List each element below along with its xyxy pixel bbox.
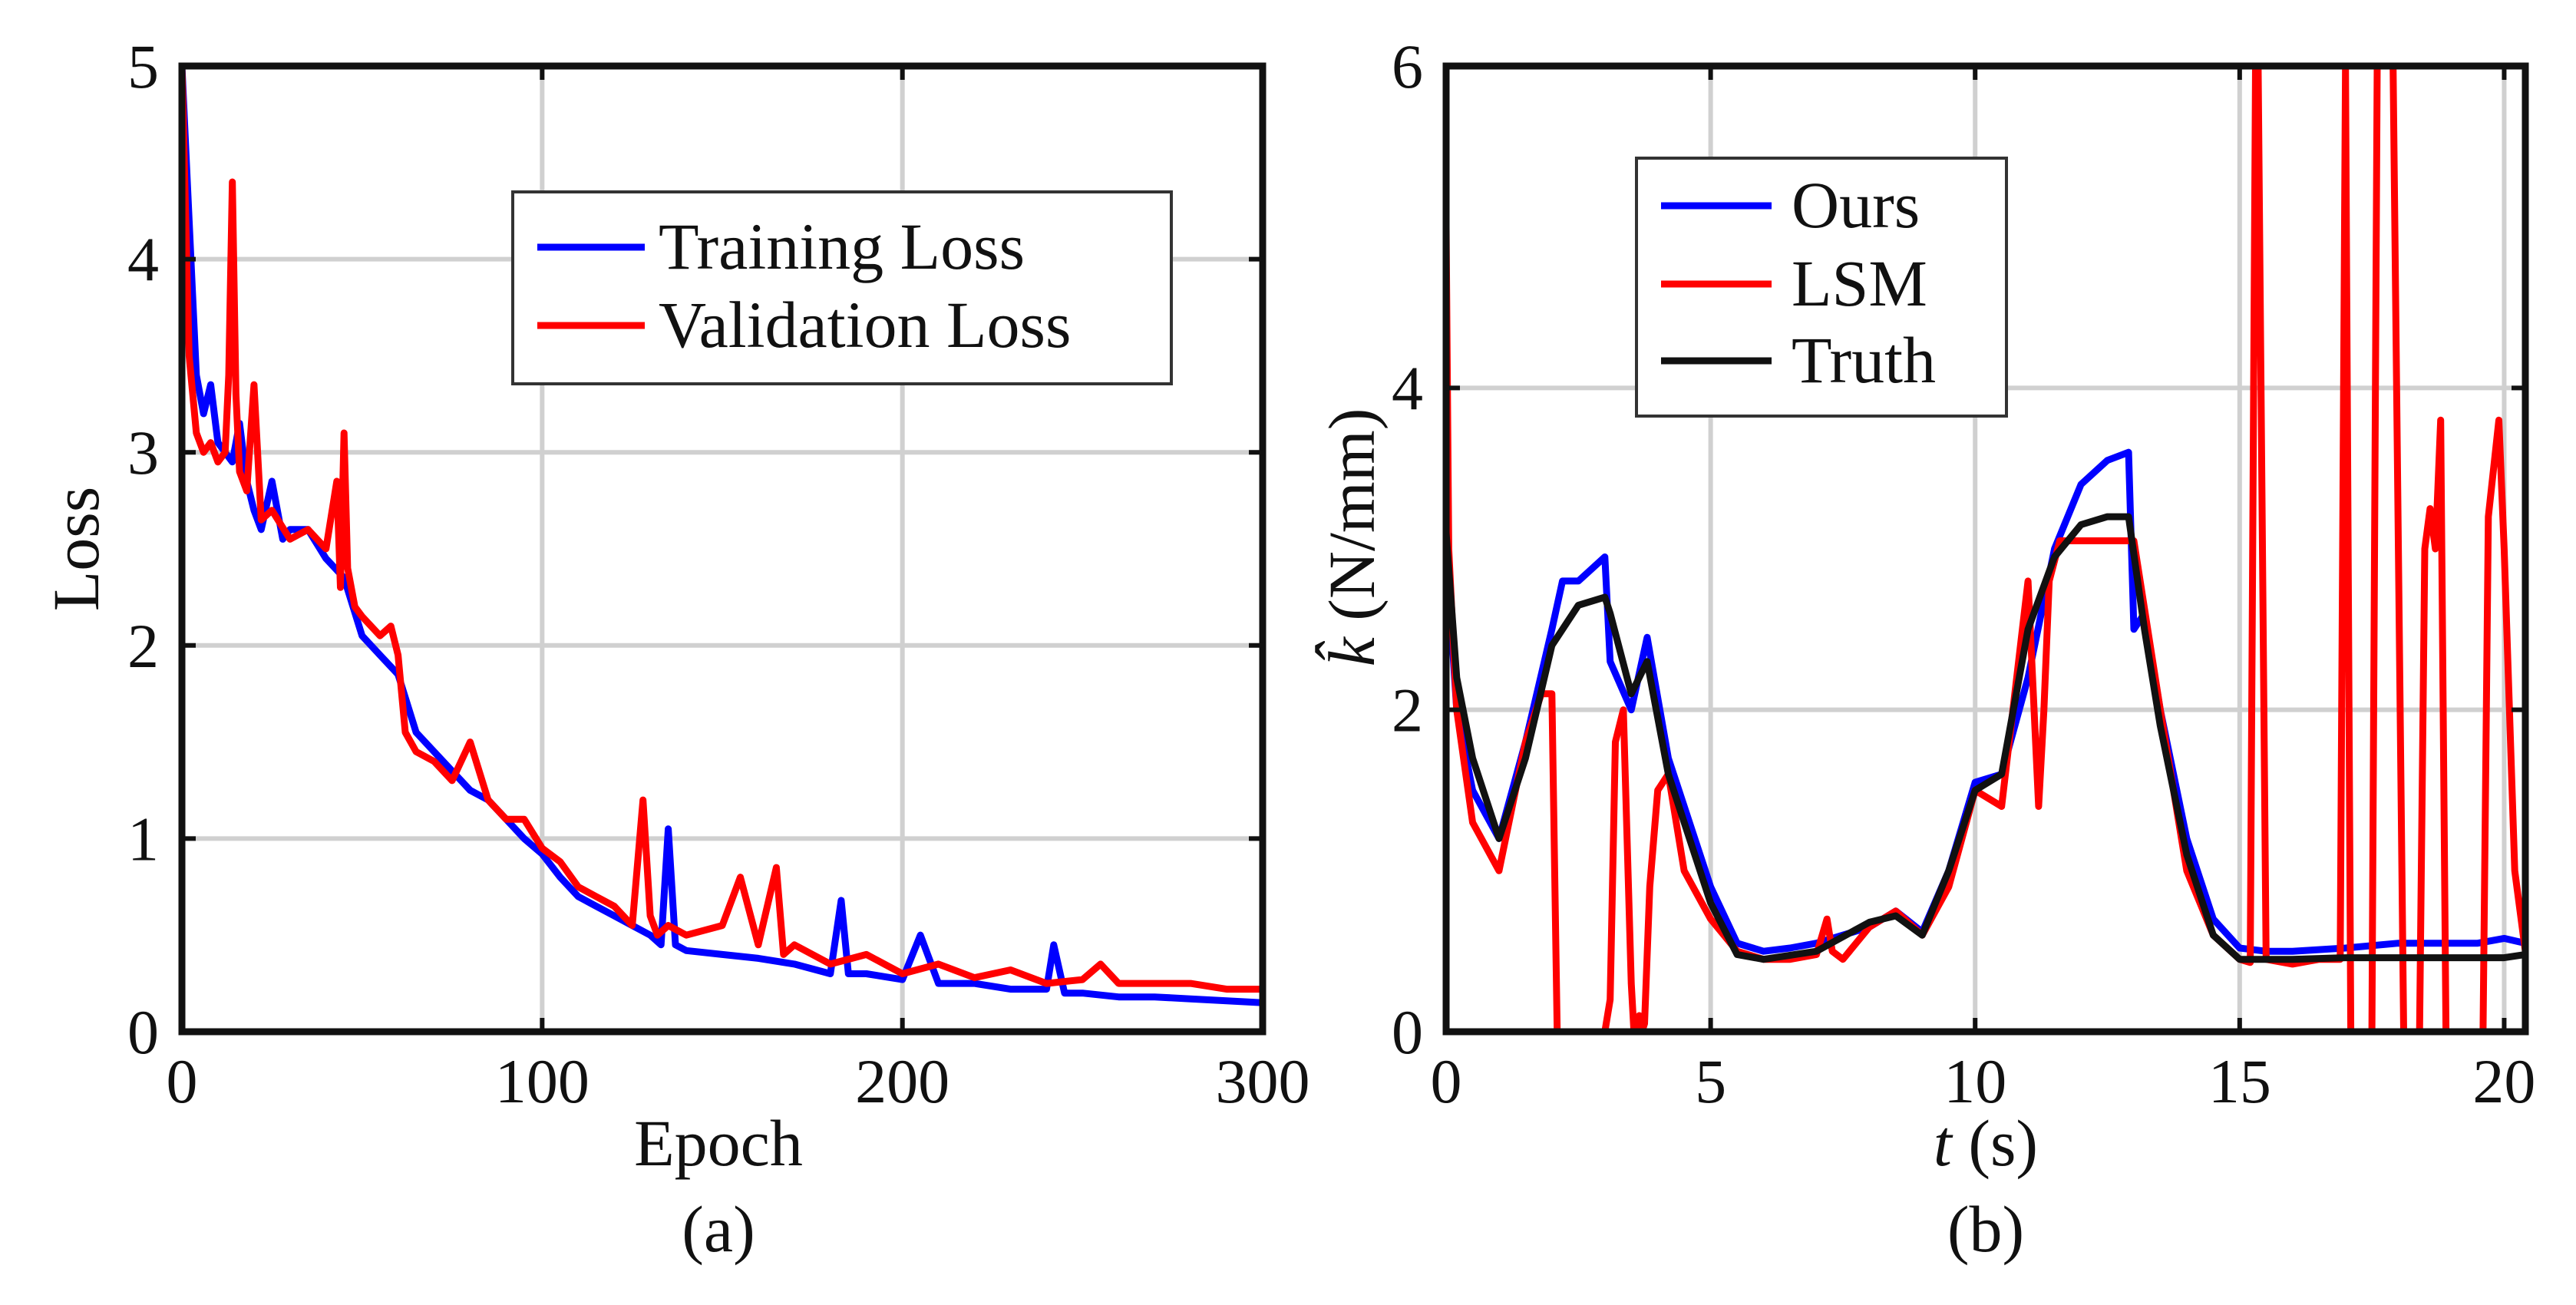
panel-b-series-lsm	[1446, 66, 2525, 1032]
panel-b-x-axis-label: t (s)	[1934, 1106, 2038, 1180]
panel-b-frame	[1442, 62, 2529, 1036]
panel-a-legend-box	[511, 190, 1173, 385]
panel-b-caption: (b)	[1947, 1192, 2024, 1266]
panel-b-y-axis-variable: k̂	[1314, 636, 1389, 666]
panel-b-y-tick-label: 4	[1392, 353, 1423, 423]
panel-a-series-lines	[182, 66, 1263, 1006]
panel-a-y-tick-label: 2	[127, 611, 159, 681]
panel-b-y-tick-label: 6	[1392, 31, 1423, 101]
panel-a-legend: Training Loss Validation Loss	[511, 190, 1173, 385]
panel-b-series-lines	[1446, 66, 2525, 1032]
panel-b-tick-labels: 0 5 10 15 20 0 2 4 6	[1392, 31, 2535, 1116]
legend-label-ours: Ours	[1792, 168, 1920, 242]
panel-a-series-training-loss	[182, 66, 1263, 1006]
panel-a-loss-chart: 0 100 200 300 0 1 2 3 4 5 Epoch Loss (a) Training…	[39, 31, 1310, 1266]
panel-b-y-tick-label: 2	[1392, 676, 1423, 745]
panel-b-x-axis-unit: (s)	[1968, 1106, 2038, 1180]
panel-b-x-tick-label: 10	[1944, 1046, 2006, 1116]
legend-label-lsm: LSM	[1792, 246, 1927, 320]
panel-b-stiffness-chart: 0 5 10 15 20 0 2 4 6 t (s) k̂ (N/mm) (b) Ours LS…	[1314, 31, 2535, 1266]
panel-a-x-tick-label: 0	[167, 1046, 198, 1116]
panel-b-y-axis-unit: (N/mm)	[1315, 408, 1389, 621]
panel-a-y-axis-label: Loss	[39, 487, 113, 611]
panel-a-caption: (a)	[682, 1192, 755, 1266]
panel-a-y-tick-label: 3	[127, 418, 159, 487]
panel-a-x-axis-label: Epoch	[634, 1106, 803, 1180]
panel-b-series-ours	[1446, 448, 2525, 955]
panel-a-tick-marks	[180, 64, 1265, 1034]
panel-b-x-tick-label: 5	[1695, 1046, 1726, 1116]
panel-b-y-axis-label: k̂ (N/mm)	[1314, 408, 1389, 667]
panel-a-y-tick-label: 5	[127, 31, 159, 101]
panel-a-y-tick-label: 1	[127, 804, 159, 874]
panel-b-x-axis-variable: t	[1934, 1106, 1953, 1180]
panel-b-x-tick-label: 0	[1431, 1046, 1462, 1116]
panel-a-frame	[178, 62, 1267, 1036]
legend-label-truth: Truth	[1792, 323, 1936, 397]
panel-b-x-tick-label: 20	[2472, 1046, 2535, 1116]
panel-b-y-tick-label: 0	[1392, 997, 1423, 1067]
legend-label-training-loss: Training Loss	[659, 210, 1025, 283]
panel-a-x-tick-label: 100	[495, 1046, 590, 1116]
panel-b-x-tick-label: 15	[2208, 1046, 2271, 1116]
panel-a-tick-labels: 0 100 200 300 0 1 2 3 4 5	[127, 31, 1310, 1116]
panel-b-legend: Ours LSM Truth	[1635, 157, 2008, 418]
panel-a-y-tick-label: 4	[127, 225, 159, 295]
panel-b-series-truth	[1446, 513, 2525, 963]
panel-a-x-tick-label: 200	[855, 1046, 949, 1116]
panel-a-x-tick-label: 300	[1216, 1046, 1310, 1116]
legend-label-validation-loss: Validation Loss	[659, 288, 1071, 362]
panel-a-y-tick-label: 0	[127, 997, 159, 1067]
panel-b-tick-marks	[1444, 64, 2525, 1034]
panel-a-series-validation-loss	[182, 66, 1263, 993]
